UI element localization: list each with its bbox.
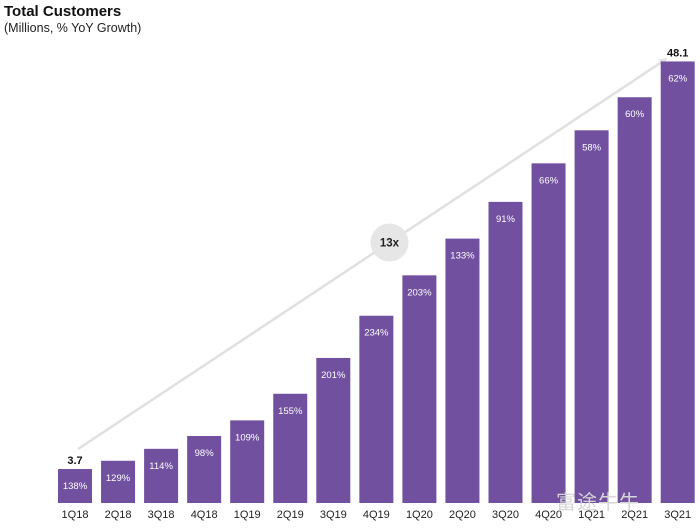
growth-label-4Q19: 234% xyxy=(364,328,389,339)
chart-subtitle: (Millions, % YoY Growth) xyxy=(4,21,142,35)
bar-3Q20 xyxy=(488,201,523,503)
bar-4Q19 xyxy=(359,315,394,503)
x-tick-2Q21: 2Q21 xyxy=(621,509,648,521)
bar-2Q18 xyxy=(101,460,136,503)
growth-label-3Q20: 91% xyxy=(496,214,516,225)
growth-label-1Q19: 109% xyxy=(235,432,260,443)
x-tick-3Q19: 3Q19 xyxy=(320,509,347,521)
growth-label-3Q21: 62% xyxy=(668,73,688,84)
growth-label-3Q19: 201% xyxy=(321,370,346,381)
growth-trend-arrow xyxy=(77,58,668,451)
x-tick-4Q18: 4Q18 xyxy=(191,509,218,521)
x-tick-1Q18: 1Q18 xyxy=(62,509,89,521)
bar-2Q20 xyxy=(445,238,480,503)
watermark-text: 富途牛牛 xyxy=(556,490,640,514)
x-tick-1Q19: 1Q19 xyxy=(234,509,261,521)
x-tick-2Q18: 2Q18 xyxy=(105,509,132,521)
x-tick-2Q20: 2Q20 xyxy=(449,509,476,521)
bar-1Q18 xyxy=(58,469,92,503)
growth-label-4Q18: 98% xyxy=(195,448,215,459)
growth-label-2Q19: 155% xyxy=(278,406,303,417)
growth-label-1Q18: 138% xyxy=(63,481,88,492)
growth-label-2Q21: 60% xyxy=(625,109,645,120)
x-tick-3Q21: 3Q21 xyxy=(664,509,691,521)
x-tick-2Q19: 2Q19 xyxy=(277,509,304,521)
x-tick-1Q20: 1Q20 xyxy=(406,509,433,521)
bar-3Q18 xyxy=(144,448,179,503)
bar-2Q21 xyxy=(617,97,652,503)
x-tick-3Q18: 3Q18 xyxy=(148,509,175,521)
bar-3Q21 xyxy=(660,61,695,503)
bar-1Q19 xyxy=(230,420,265,503)
x-tick-4Q19: 4Q19 xyxy=(363,509,390,521)
growth-label-2Q18: 129% xyxy=(106,473,131,484)
multiplier-bubble xyxy=(370,223,409,262)
bar-1Q20 xyxy=(402,275,437,503)
growth-label-4Q20: 66% xyxy=(539,175,559,186)
growth-label-2Q20: 133% xyxy=(450,251,475,262)
bar-3Q19 xyxy=(316,357,351,503)
chart-title: Total Customers xyxy=(4,3,122,20)
x-tick-1Q21: 1Q21 xyxy=(578,509,605,521)
growth-label-1Q21: 58% xyxy=(582,142,602,153)
x-tick-4Q20: 4Q20 xyxy=(535,509,562,521)
growth-label-3Q18: 114% xyxy=(149,461,173,472)
x-tick-3Q20: 3Q20 xyxy=(492,509,519,521)
bar-1Q21 xyxy=(574,130,609,504)
multiplier-label: 13x xyxy=(380,238,400,250)
bar-2Q19 xyxy=(273,393,308,503)
first-value-label: 3.7 xyxy=(67,455,82,467)
bar-4Q20 xyxy=(531,163,566,503)
bar-4Q18 xyxy=(187,435,222,503)
growth-label-1Q20: 203% xyxy=(407,287,432,298)
last-value-label: 48.1 xyxy=(667,47,688,59)
